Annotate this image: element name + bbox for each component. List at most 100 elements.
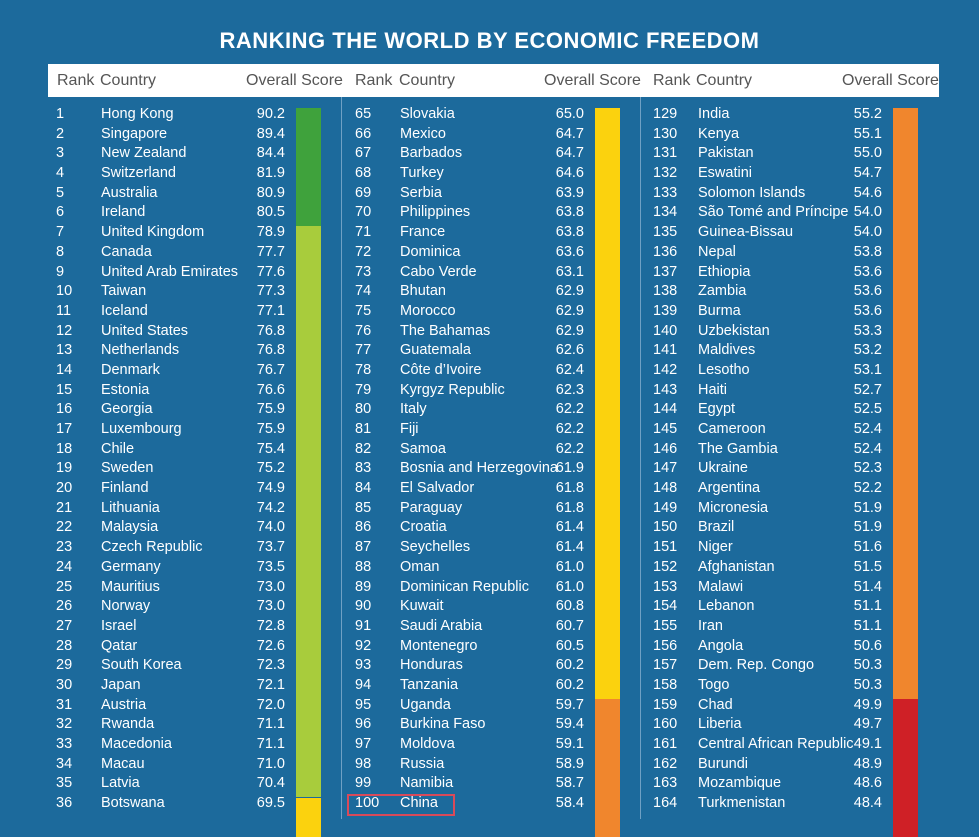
row-score: 62.2 [555, 401, 584, 418]
row-country: Moldova [400, 736, 455, 752]
row-score: 63.9 [555, 184, 584, 201]
row-country: Uzbekistan [698, 322, 770, 339]
row-country: Côte d’Ivoire [400, 361, 482, 378]
row-score: 72.8 [256, 617, 285, 634]
row-rank: 149 [653, 499, 678, 516]
row-country: Ethiopia [698, 263, 751, 280]
table-row: 84 El Salvador 61.8 [347, 479, 632, 499]
row-rank: 136 [653, 243, 678, 260]
row-rank: 14 [56, 361, 73, 378]
table-row: 140 Uzbekistan 53.3 [645, 322, 930, 342]
table-row: 65 Slovakia 65.0 [347, 105, 632, 125]
row-rank: 148 [653, 480, 678, 497]
row-score: 53.6 [853, 263, 882, 280]
row-rank: 26 [56, 598, 73, 615]
row-rank: 98 [355, 755, 372, 772]
score-band-red [893, 699, 918, 837]
row-rank: 5 [56, 184, 65, 201]
row-country: Japan [101, 676, 141, 693]
row-country: Iceland [101, 302, 148, 319]
table-row: 156 Angola 50.6 [645, 637, 930, 657]
row-country: Lebanon [698, 598, 755, 615]
row-country: Iran [698, 617, 723, 634]
row-score: 73.7 [256, 539, 285, 556]
table-row: 133 Solomon Islands 54.6 [645, 184, 930, 204]
row-score: 53.6 [853, 302, 882, 319]
row-country: Dominica [400, 243, 461, 260]
row-rank: 29 [56, 657, 73, 674]
table-row: 17 Luxembourg 75.9 [48, 420, 333, 440]
row-country: Mauritius [101, 578, 160, 595]
row-score: 64.6 [555, 165, 584, 182]
header-country: Country [399, 72, 456, 89]
table-row: 7 United Kingdom 78.9 [48, 223, 333, 243]
row-country: Czech Republic [101, 539, 203, 556]
row-rank: 4 [56, 165, 65, 182]
table-row: 29 South Korea 72.3 [48, 656, 333, 676]
row-country: Bosnia and Herzegovina [400, 460, 558, 477]
row-country: Macedonia [101, 736, 172, 752]
row-country: Netherlands [101, 342, 180, 359]
table-row: 20 Finland 74.9 [48, 479, 333, 499]
row-rank: 92 [355, 637, 372, 654]
row-rank: 91 [355, 617, 372, 634]
table-row: 14 Denmark 76.7 [48, 361, 333, 381]
table-row: 97 Moldova 59.1 [347, 735, 632, 755]
row-score: 51.1 [853, 617, 882, 634]
row-country: Austria [101, 696, 147, 713]
row-score: 76.8 [256, 322, 285, 339]
row-score: 77.7 [256, 243, 285, 260]
row-score: 78.9 [256, 224, 285, 241]
row-country: Central African Republic [698, 736, 854, 752]
row-score: 59.1 [555, 736, 584, 752]
row-score: 71.1 [256, 736, 285, 752]
row-rank: 95 [355, 696, 372, 713]
row-score: 61.8 [555, 499, 584, 516]
table-row: 8 Canada 77.7 [48, 243, 333, 263]
row-country: Taiwan [101, 283, 147, 300]
row-country: Angola [698, 637, 744, 654]
row-rank: 82 [355, 440, 372, 457]
row-score: 74.2 [256, 499, 285, 516]
table-row: 75 Morocco 62.9 [347, 302, 632, 322]
row-country: Eswatini [698, 165, 752, 182]
row-country: Haiti [698, 381, 728, 398]
table-row: 71 France 63.8 [347, 223, 632, 243]
row-rank: 88 [355, 558, 372, 575]
row-country: Luxembourg [101, 421, 182, 437]
row-score: 61.4 [555, 539, 584, 556]
row-country: Lesotho [698, 361, 750, 378]
table-row: 129 India 55.2 [645, 105, 930, 125]
table-row: 132 Eswatini 54.7 [645, 164, 930, 184]
row-score: 59.7 [555, 696, 584, 713]
row-rank: 164 [653, 795, 678, 812]
row-rank: 146 [653, 440, 678, 457]
row-country: Philippines [400, 204, 471, 221]
row-rank: 2 [56, 125, 65, 142]
row-country: New Zealand [101, 145, 187, 162]
row-score: 63.8 [555, 224, 584, 241]
row-country: Finland [101, 480, 149, 497]
row-rank: 100 [355, 795, 380, 812]
row-country: Niger [698, 539, 733, 556]
row-rank: 147 [653, 460, 678, 477]
row-country: Russia [400, 755, 445, 772]
row-rank: 130 [653, 125, 678, 142]
row-country: Mozambique [698, 775, 782, 792]
row-score: 61.0 [555, 558, 584, 575]
row-rank: 7 [56, 224, 65, 241]
row-country: Fiji [400, 421, 419, 437]
row-rank: 10 [56, 283, 73, 300]
row-country: Malaysia [101, 519, 159, 536]
table-row: 145 Cameroon 52.4 [645, 420, 930, 440]
row-rank: 151 [653, 539, 678, 556]
row-score: 64.7 [555, 145, 584, 162]
table-row: 93 Honduras 60.2 [347, 656, 632, 676]
row-rank: 99 [355, 775, 372, 792]
row-country: Paraguay [400, 499, 463, 516]
table-row: 144 Egypt 52.5 [645, 400, 930, 420]
row-country: Switzerland [101, 165, 176, 182]
table-row: 5 Australia 80.9 [48, 184, 333, 204]
row-rank: 96 [355, 716, 372, 733]
column-divider [640, 97, 641, 819]
